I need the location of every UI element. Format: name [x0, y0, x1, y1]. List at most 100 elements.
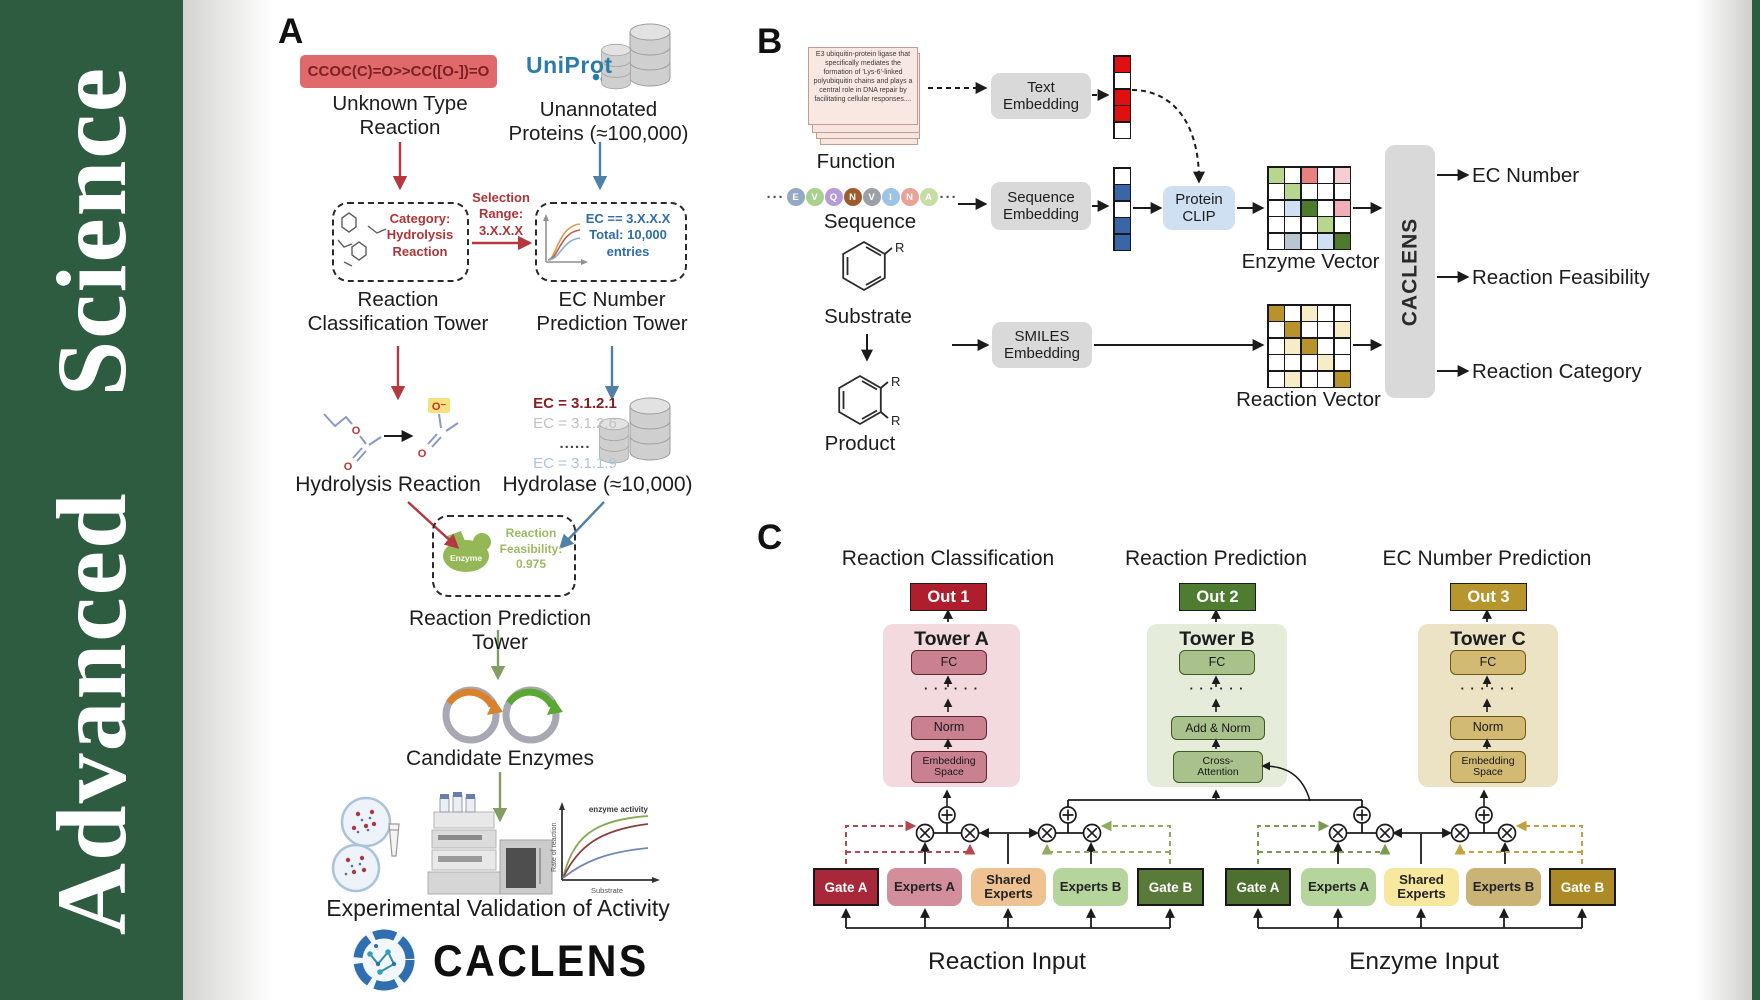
matrix-cell — [1318, 355, 1333, 370]
substrate-r-label: R — [895, 240, 904, 255]
caclens-logo-icon — [353, 929, 415, 991]
ec-filter-box — [535, 202, 687, 282]
matrix-cell — [1334, 184, 1350, 199]
enzyme-vector-caption: Enzyme Vector — [1241, 250, 1380, 273]
matrix-cell — [1301, 217, 1317, 232]
smiles-reaction-box: CCOC(C)=O>>CC([O-])=O — [300, 55, 497, 88]
hydrolysis-caption: Hydrolysis Reaction — [295, 473, 481, 496]
svg-text:O: O — [352, 425, 361, 437]
matrix-cell — [1301, 371, 1317, 387]
matrix-cell — [1318, 167, 1333, 183]
amino-acid-token: A — [919, 188, 938, 206]
tower-a-norm-box: Norm — [911, 716, 987, 740]
hydrolase-caption: Hydrolase (≈10,000) — [502, 473, 693, 496]
reaction-category-box — [332, 202, 469, 282]
substrate-benzene-icon — [842, 240, 893, 292]
function-card: E3 ubiquitin-protein ligase that specifi… — [808, 47, 918, 125]
matrix-cell — [1334, 200, 1350, 216]
product-benzene-icon — [838, 374, 889, 426]
product-caption: Product — [824, 432, 896, 455]
ec-result-list: EC = 3.1.2.1 EC = 3.1.2.6 ...... EC = 3.… — [523, 394, 627, 474]
matrix-cell — [1334, 167, 1350, 183]
tower-c-title: Tower C — [1450, 628, 1526, 650]
category-text: Category: Hydrolysis Reaction — [386, 211, 454, 259]
activity-chart-icon: enzyme activity Rate of reaction Substra… — [551, 802, 660, 895]
svg-text:enzyme activity: enzyme activity — [589, 805, 649, 814]
vector-cell — [1114, 73, 1130, 88]
matrix-cell — [1268, 200, 1284, 216]
vector-cell — [1114, 168, 1130, 184]
panel-c-label: C — [757, 518, 783, 557]
matrix-cell — [1318, 184, 1333, 199]
matrix-cell — [1301, 200, 1317, 216]
svg-text:Rate of reaction: Rate of reaction — [551, 822, 558, 872]
tower-b-add-norm-box: Add & Norm — [1171, 716, 1265, 740]
amino-acid-token: N — [900, 188, 919, 206]
tower-c-fc-box: FC — [1450, 650, 1526, 675]
matrix-cell — [1285, 167, 1300, 183]
matrix-cell — [1334, 217, 1350, 232]
function-card-stack: E3 ubiquitin-protein ligase that specifi… — [808, 47, 928, 147]
right-gate-a-box: Gate A — [1225, 868, 1291, 906]
matrix-cell — [1268, 371, 1284, 387]
matrix-cell — [1334, 338, 1350, 354]
petri-dish-icon — [331, 796, 400, 893]
matrix-cell — [1268, 338, 1284, 354]
ec-result-ellipsis: ...... — [559, 435, 591, 452]
ec-filter-text: EC == 3.X.X.X Total: 10,000 entries — [585, 211, 671, 259]
matrix-cell — [1285, 322, 1300, 337]
out-3-box: Out 3 — [1450, 583, 1527, 611]
matrix-cell — [1318, 217, 1333, 232]
matrix-cell — [1318, 233, 1333, 249]
left-experts-a-box: Experts A — [887, 868, 962, 906]
svg-text:Enzyme: Enzyme — [450, 553, 482, 563]
caclens-module-label: CACLENS — [1398, 217, 1422, 326]
tower-a-dots: · · · · · · — [923, 681, 980, 696]
caclens-module-box: CACLENS — [1385, 145, 1435, 398]
vector-cell — [1114, 122, 1130, 138]
amino-acid-token: V — [805, 188, 824, 206]
tower-c-norm-box: Norm — [1450, 716, 1526, 740]
matrix-cell — [1301, 338, 1317, 354]
left-gate-a-box: Gate A — [813, 868, 879, 906]
panel-a-label: A — [278, 12, 304, 51]
svg-text:Substrate: Substrate — [591, 886, 623, 895]
sequence-embedding-box: Sequence Embedding — [991, 182, 1091, 230]
product-r-label-2: R — [891, 413, 900, 428]
output-reaction-feasibility: Reaction Feasibility — [1472, 266, 1650, 289]
matrix-cell — [1318, 200, 1333, 216]
multiply-node-icons — [915, 823, 1517, 843]
matrix-cell — [1301, 167, 1317, 183]
out-1-box: Out 1 — [910, 583, 987, 611]
reaction-vector-caption: Reaction Vector — [1236, 388, 1381, 411]
tower-b-fc-box: FC — [1179, 650, 1255, 675]
selection-range-text: Selection Range: 3.X.X.X — [472, 190, 530, 238]
output-ec-number: EC Number — [1472, 164, 1580, 187]
left-gate-b-box: Gate B — [1137, 868, 1204, 906]
text-vector — [1113, 55, 1131, 139]
matrix-cell — [1268, 167, 1284, 183]
ellipsis-left: ··· — [766, 188, 785, 206]
text-embedding-box: Text Embedding — [991, 73, 1091, 119]
tower-a-embedding-box: Embedding Space — [911, 751, 987, 783]
vector-cell — [1114, 234, 1130, 250]
add-node-icons — [938, 806, 1493, 824]
amino-acid-token: N — [843, 188, 862, 206]
right-experts-a-box: Experts A — [1301, 868, 1376, 906]
amino-acid-token: I — [881, 188, 900, 206]
ec-curves-icon — [543, 214, 588, 265]
matrix-cell — [1285, 217, 1300, 232]
tower-a-title: Tower A — [914, 628, 989, 650]
matrix-cell — [1285, 305, 1300, 321]
matrix-cell — [1268, 184, 1284, 199]
matrix-cell — [1285, 233, 1300, 249]
matrix-cell — [1301, 233, 1317, 249]
uniprot-logo: UniProt — [526, 52, 613, 78]
ec-result-3: EC = 3.1.1.9 — [533, 455, 617, 472]
tower-b-dots: · · · · · · — [1189, 681, 1245, 696]
product-r-label-1: R — [891, 374, 900, 389]
vector-cell — [1114, 185, 1130, 200]
